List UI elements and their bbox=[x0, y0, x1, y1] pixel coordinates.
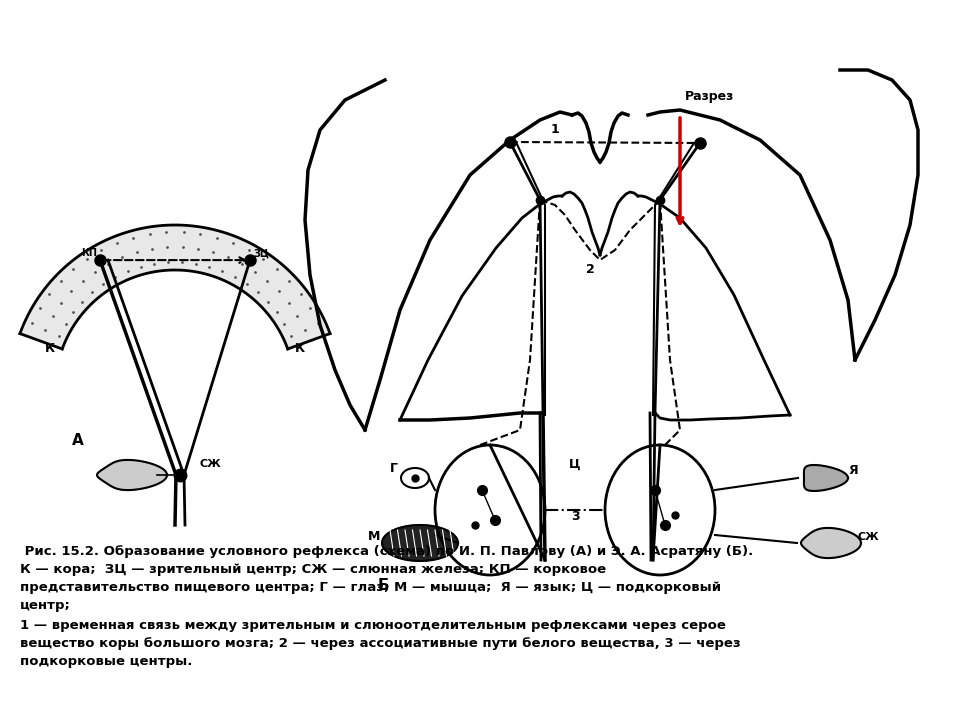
Polygon shape bbox=[801, 528, 861, 558]
Text: вещество коры большого мозга; 2 — через ассоциативные пути белого вещества, 3 — : вещество коры большого мозга; 2 — через … bbox=[20, 637, 740, 650]
Text: Разрез: Разрез bbox=[685, 90, 734, 103]
Text: К: К bbox=[45, 342, 56, 355]
Text: СЖ: СЖ bbox=[200, 459, 222, 469]
Text: 3: 3 bbox=[570, 510, 579, 523]
Text: центр;: центр; bbox=[20, 599, 71, 612]
Text: 2: 2 bbox=[586, 263, 594, 276]
Polygon shape bbox=[804, 465, 848, 491]
Text: Рис. 15.2. Образование условного рефлекса (схема) по И. П. Павлову (А) и Э. А. А: Рис. 15.2. Образование условного рефлекс… bbox=[20, 545, 754, 558]
Text: К: К bbox=[295, 342, 305, 355]
Text: Ц: Ц bbox=[569, 458, 581, 471]
Text: А: А bbox=[72, 433, 84, 448]
Text: ЗЦ: ЗЦ bbox=[253, 248, 269, 258]
Polygon shape bbox=[382, 525, 458, 561]
Text: КП: КП bbox=[81, 248, 97, 258]
Text: 1: 1 bbox=[551, 123, 560, 136]
Text: Б: Б bbox=[377, 578, 389, 593]
Text: подкорковые центры.: подкорковые центры. bbox=[20, 655, 192, 668]
Text: Г: Г bbox=[390, 462, 398, 475]
Text: Я: Я bbox=[848, 464, 857, 477]
Text: СЖ: СЖ bbox=[858, 532, 879, 542]
Text: М: М bbox=[368, 530, 380, 543]
Polygon shape bbox=[97, 460, 167, 490]
Text: представительство пищевого центра; Г — глаз; М — мышца;  Я — язык; Ц — подкорков: представительство пищевого центра; Г — г… bbox=[20, 581, 721, 594]
Polygon shape bbox=[20, 225, 330, 349]
Text: 1 — временная связь между зрительным и слюноотделительным рефлексами через серое: 1 — временная связь между зрительным и с… bbox=[20, 619, 726, 632]
Text: К — кора;  ЗЦ — зрительный центр; СЖ — слюнная железа; КП — корковое: К — кора; ЗЦ — зрительный центр; СЖ — сл… bbox=[20, 563, 606, 576]
